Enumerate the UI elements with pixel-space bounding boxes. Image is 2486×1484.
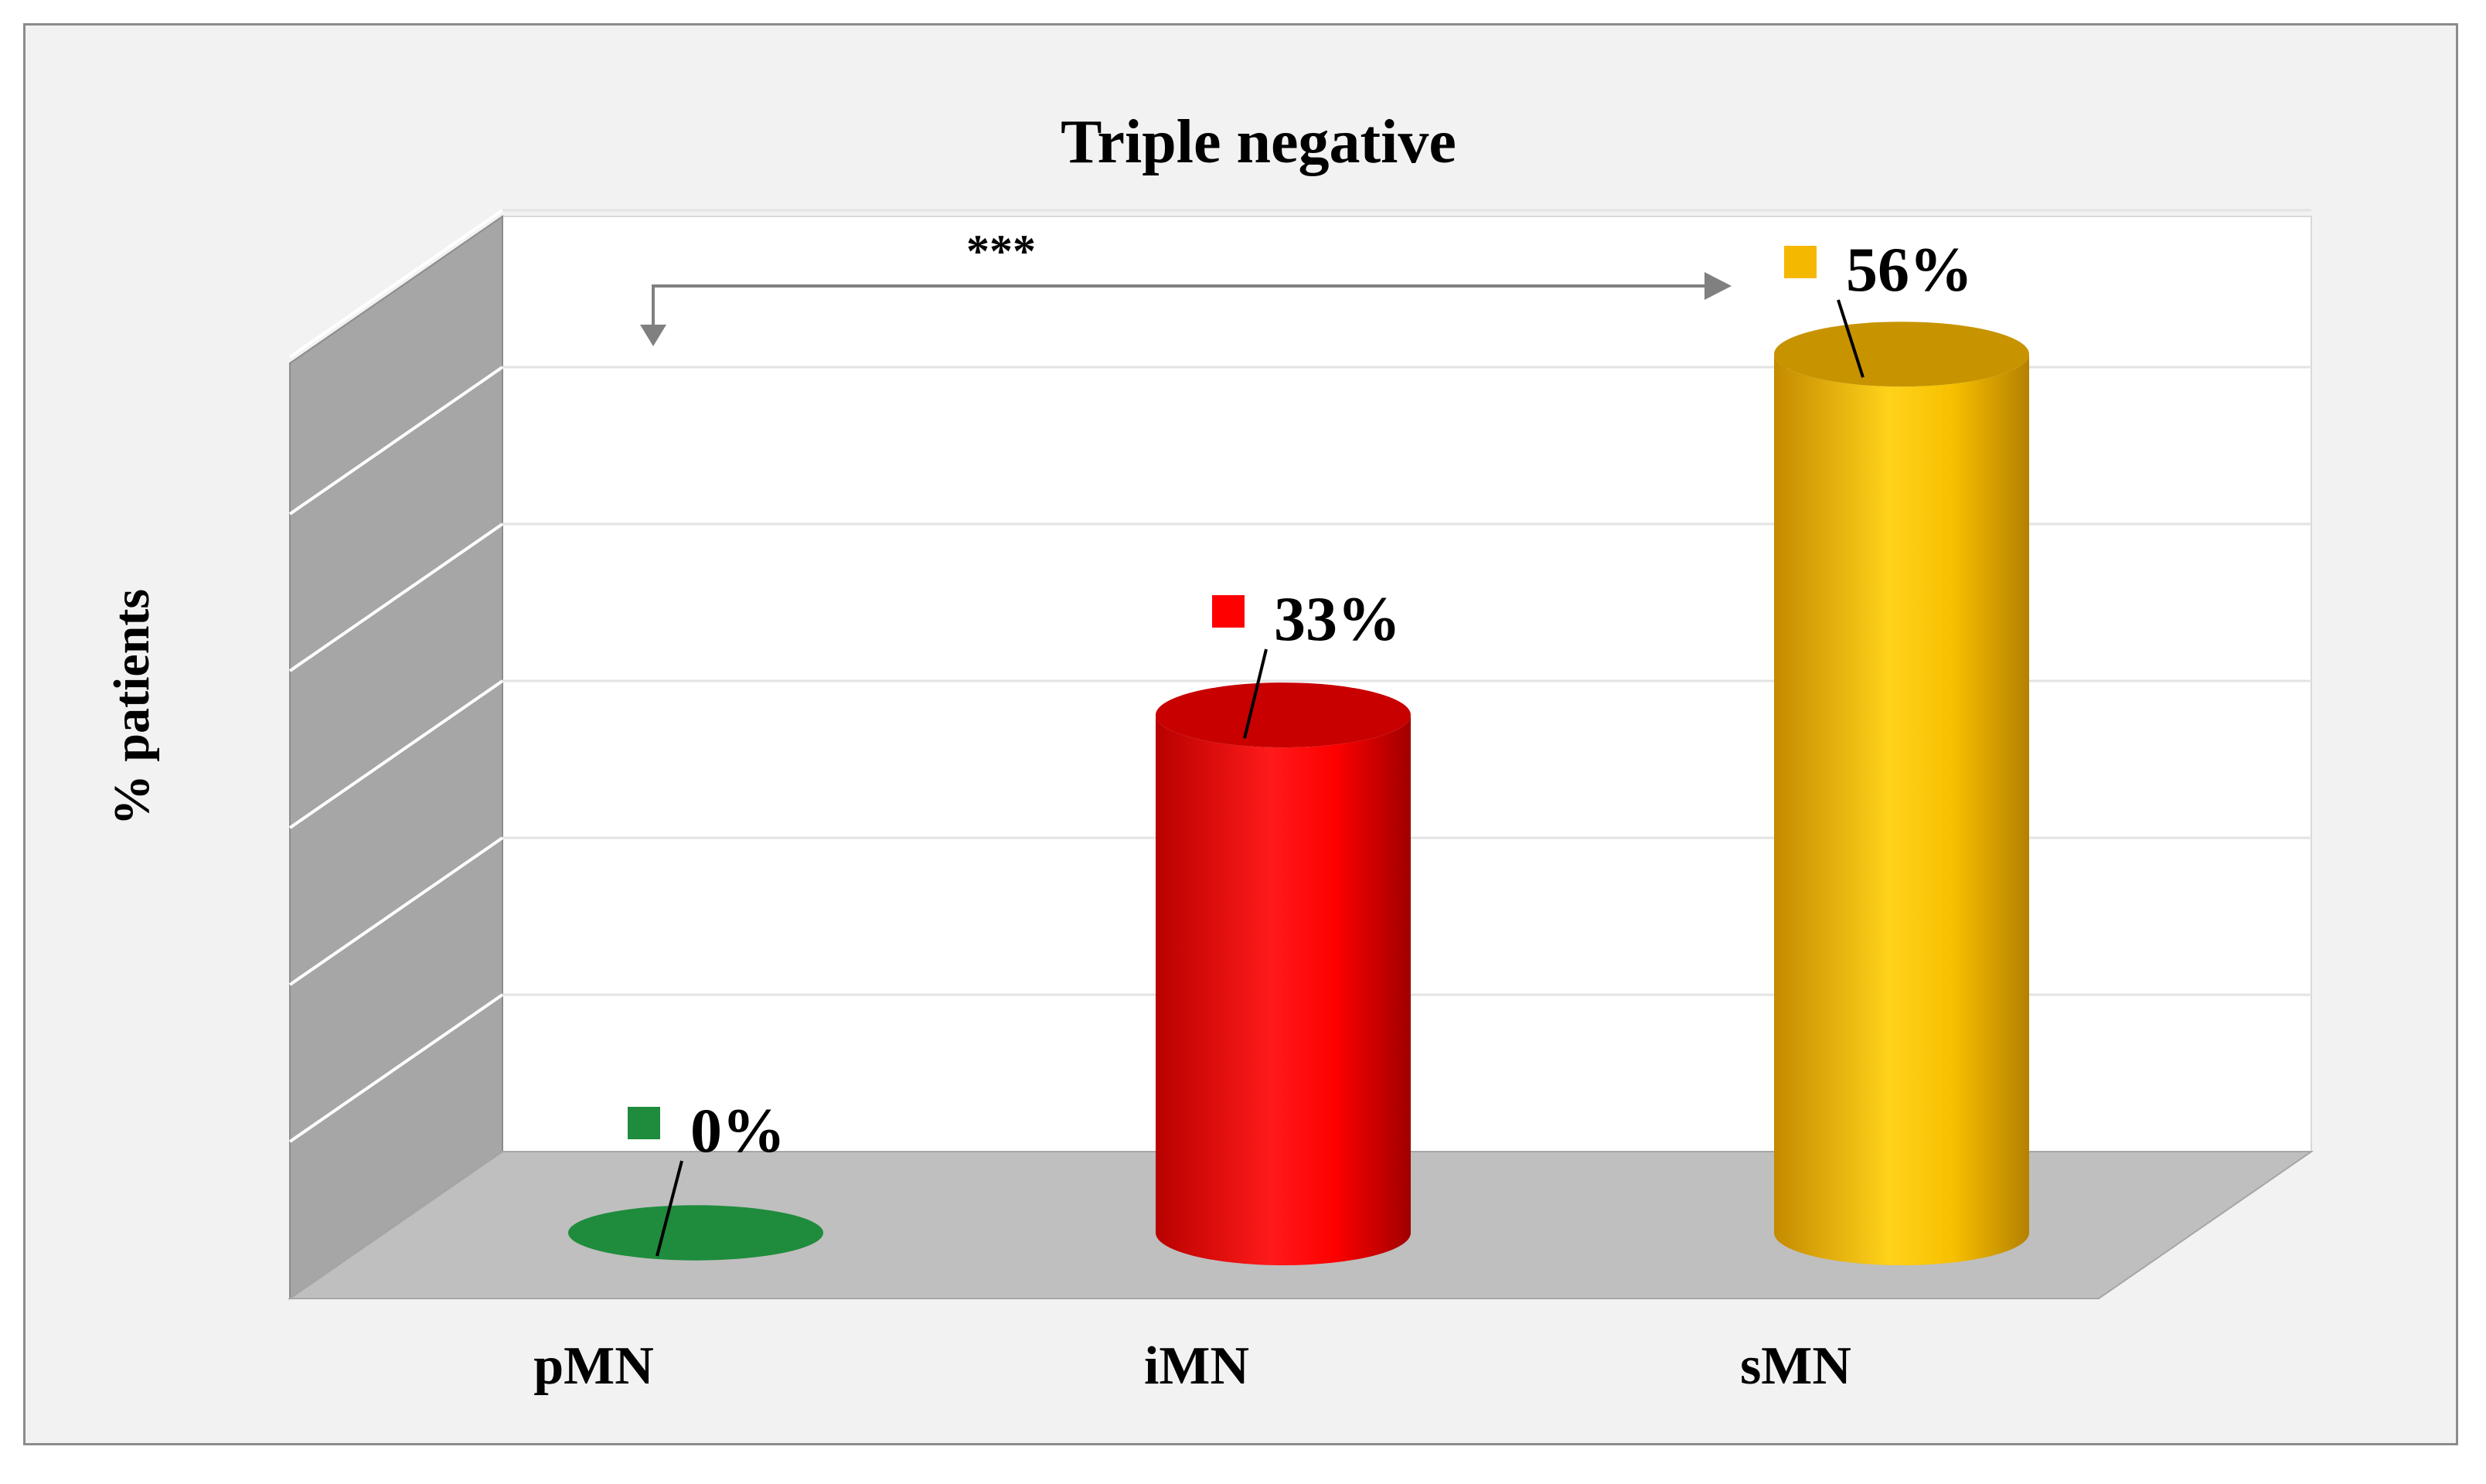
chart-side-wall bbox=[289, 215, 503, 1300]
significance-annotation: *** bbox=[966, 226, 1036, 277]
gridline-side-10 bbox=[288, 993, 504, 1143]
data-label-leader-sMN bbox=[1837, 299, 1864, 378]
gridline-side-20 bbox=[288, 836, 504, 986]
gridline-side-60 bbox=[288, 209, 504, 359]
significance-arrow-right bbox=[1704, 272, 1732, 300]
significance-arrow-left bbox=[640, 325, 666, 346]
bar-top-sMN bbox=[1774, 322, 2029, 387]
bar-cylinder-sMN bbox=[1774, 354, 2029, 1266]
category-label-iMN: iMN bbox=[1144, 1336, 1249, 1396]
data-label-key-iMN bbox=[1212, 595, 1245, 628]
chart-title: Triple negative bbox=[1061, 108, 1456, 176]
gridline-side-40 bbox=[288, 522, 504, 672]
gridline-side-50 bbox=[288, 366, 504, 516]
data-label-leader-iMN bbox=[1243, 648, 1268, 739]
chart-bars bbox=[568, 322, 2029, 1266]
data-label-leader-pMN bbox=[656, 1160, 683, 1257]
data-label-key-sMN bbox=[1784, 246, 1817, 278]
bar-cylinder-iMN bbox=[1156, 715, 1411, 1265]
y-axis-label: % patients bbox=[104, 589, 160, 825]
bar-top-iMN bbox=[1156, 682, 1411, 748]
gridline-side-30 bbox=[288, 679, 504, 829]
bar-disc-pMN bbox=[568, 1205, 823, 1261]
category-label-sMN: sMN bbox=[1740, 1336, 1851, 1396]
data-label-pMN: 0% bbox=[690, 1095, 785, 1166]
data-label-iMN: 33% bbox=[1274, 584, 1401, 654]
chart-data-labels: 0% 33% 56% bbox=[628, 234, 1973, 1257]
data-label-sMN: 56% bbox=[1846, 234, 1973, 305]
category-label-pMN: pMN bbox=[533, 1336, 654, 1396]
data-label-key-pMN bbox=[628, 1107, 660, 1139]
